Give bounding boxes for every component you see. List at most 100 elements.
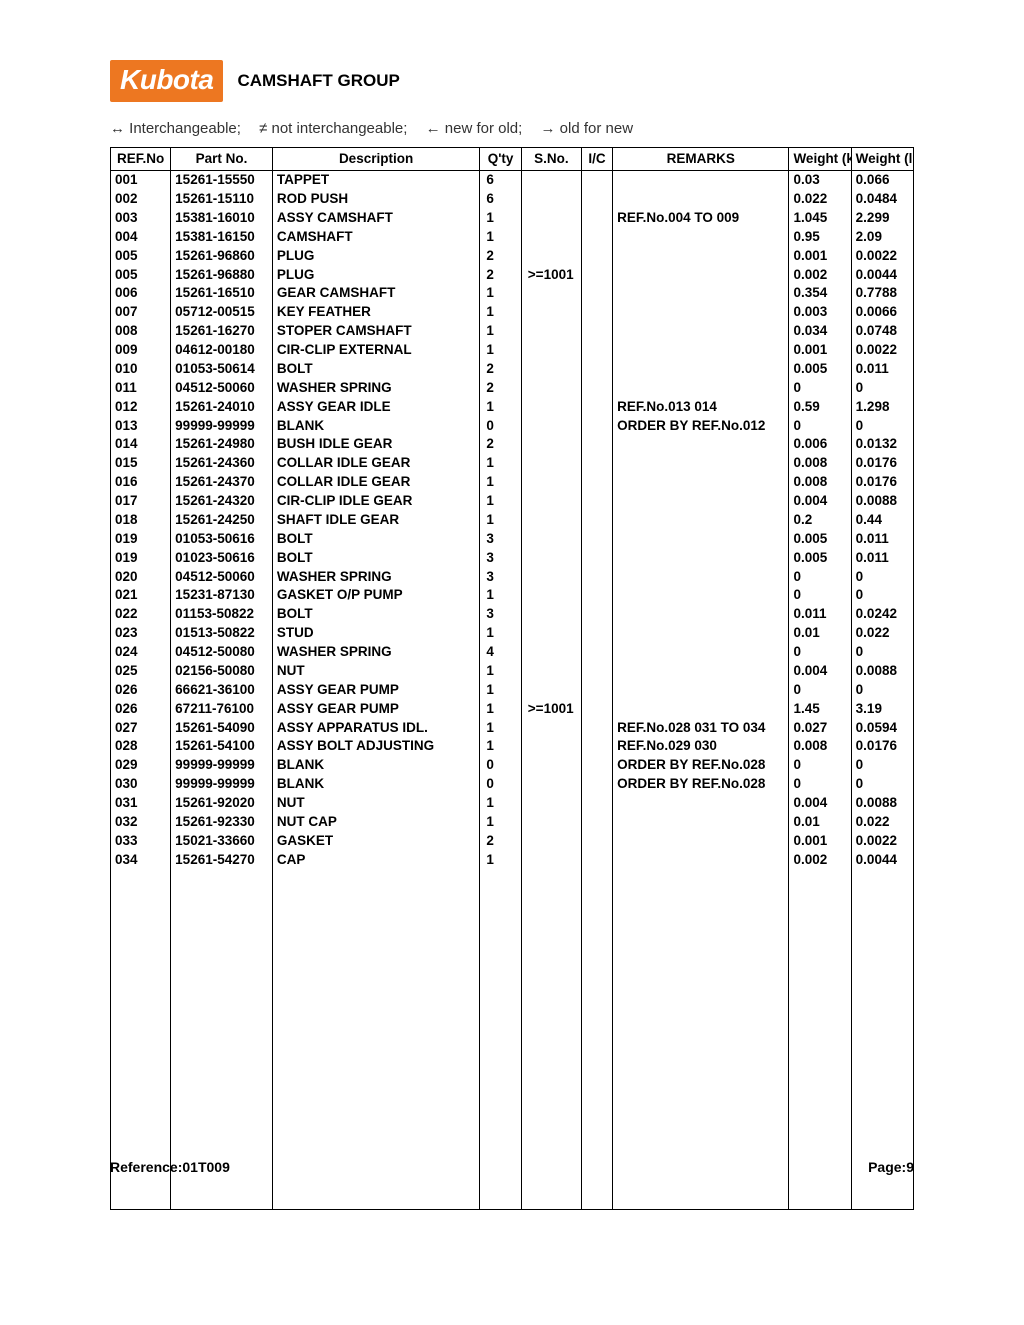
cell-ref: 002 (111, 190, 171, 209)
legend-interchangeable: ↔ Interchangeable; (110, 120, 241, 137)
cell-wlb: 0.0132 (851, 435, 913, 454)
table-row: 02999999-99999BLANK0ORDER BY REF.No.0280… (111, 756, 914, 775)
cell-ref: 006 (111, 284, 171, 303)
cell-wlb: 0.0176 (851, 473, 913, 492)
cell-wkg: 0.022 (789, 190, 851, 209)
table-row: 03415261-54270CAP10.0020.0044 (111, 851, 914, 870)
cell-sno (521, 322, 581, 341)
cell-qty: 1 (480, 794, 521, 813)
table-row: 01001053-50614BOLT20.0050.011 (111, 360, 914, 379)
table-row: 00904612-00180CIR-CLIP EXTERNAL10.0010.0… (111, 341, 914, 360)
cell-ic (581, 851, 612, 870)
cell-wlb: 0.011 (851, 530, 913, 549)
cell-ic (581, 605, 612, 624)
cell-remarks (613, 341, 789, 360)
cell-remarks: ORDER BY REF.No.028 (613, 756, 789, 775)
cell-desc: BOLT (272, 360, 479, 379)
cell-desc: CIR-CLIP IDLE GEAR (272, 492, 479, 511)
table-row: 01515261-24360COLLAR IDLE GEAR10.0080.01… (111, 454, 914, 473)
cell-wkg: 0.59 (789, 398, 851, 417)
cell-ref: 029 (111, 756, 171, 775)
cell-wlb: 0.066 (851, 171, 913, 190)
cell-part: 15231-87130 (171, 586, 273, 605)
cell-ic (581, 756, 612, 775)
cell-remarks (613, 700, 789, 719)
cell-part: 99999-99999 (171, 775, 273, 794)
cell-qty: 1 (480, 700, 521, 719)
cell-desc: ROD PUSH (272, 190, 479, 209)
cell-sno (521, 492, 581, 511)
cell-qty: 0 (480, 775, 521, 794)
cell-wkg: 1.045 (789, 209, 851, 228)
cell-ref: 019 (111, 549, 171, 568)
cell-part: 15261-54270 (171, 851, 273, 870)
cell-sno (521, 775, 581, 794)
cell-qty: 4 (480, 643, 521, 662)
cell-wlb: 0 (851, 756, 913, 775)
cell-remarks (613, 473, 789, 492)
reference-label: Reference: (110, 1159, 182, 1175)
cell-remarks (613, 813, 789, 832)
page-label: Page: (868, 1159, 906, 1175)
cell-part: 01513-50822 (171, 624, 273, 643)
cell-wlb: 0.0088 (851, 794, 913, 813)
cell-wkg: 0.001 (789, 341, 851, 360)
cell-remarks (613, 643, 789, 662)
footer: Reference:01T009 Page:9 (110, 1159, 914, 1175)
cell-part: 15261-24370 (171, 473, 273, 492)
cell-part: 99999-99999 (171, 756, 273, 775)
cell-wlb: 0.0176 (851, 737, 913, 756)
cell-wkg: 0.004 (789, 662, 851, 681)
cell-desc: SHAFT IDLE GEAR (272, 511, 479, 530)
cell-part: 05712-00515 (171, 303, 273, 322)
table-row: 03099999-99999BLANK0ORDER BY REF.No.0280… (111, 775, 914, 794)
cell-ic (581, 454, 612, 473)
cell-wkg: 0.005 (789, 360, 851, 379)
cell-qty: 3 (480, 605, 521, 624)
cell-ic (581, 398, 612, 417)
table-row: 01901023-50616BOLT30.0050.011 (111, 549, 914, 568)
cell-part: 66621-36100 (171, 681, 273, 700)
table-row: 02201153-50822BOLT30.0110.0242 (111, 605, 914, 624)
cell-qty: 1 (480, 209, 521, 228)
table-row: 02115231-87130GASKET O/P PUMP100 (111, 586, 914, 605)
table-row: 00615261-16510GEAR CAMSHAFT10.3540.7788 (111, 284, 914, 303)
cell-remarks (613, 228, 789, 247)
cell-sno (521, 303, 581, 322)
cell-wlb: 0.0022 (851, 832, 913, 851)
cell-part: 15381-16150 (171, 228, 273, 247)
cell-wlb: 0.022 (851, 624, 913, 643)
cell-ic (581, 171, 612, 190)
cell-remarks (613, 624, 789, 643)
cell-part: 15261-24250 (171, 511, 273, 530)
cell-part: 15261-15110 (171, 190, 273, 209)
table-row: 03315021-33660GASKET20.0010.0022 (111, 832, 914, 851)
cell-ref: 001 (111, 171, 171, 190)
cell-part: 15261-54100 (171, 737, 273, 756)
cell-remarks (613, 586, 789, 605)
cell-qty: 1 (480, 473, 521, 492)
cell-wlb: 0.0242 (851, 605, 913, 624)
cell-remarks (613, 379, 789, 398)
table-row: 00515261-96880PLUG2>=10010.0020.0044 (111, 266, 914, 285)
cell-qty: 3 (480, 549, 521, 568)
cell-part: 15261-54090 (171, 719, 273, 738)
cell-qty: 1 (480, 624, 521, 643)
cell-sno (521, 737, 581, 756)
cell-wlb: 0.0484 (851, 190, 913, 209)
footer-reference: Reference:01T009 (110, 1159, 230, 1175)
cell-ref: 004 (111, 228, 171, 247)
cell-ref: 005 (111, 266, 171, 285)
cell-desc: COLLAR IDLE GEAR (272, 454, 479, 473)
cell-remarks (613, 794, 789, 813)
cell-desc: BLANK (272, 417, 479, 436)
table-header-row: REF.No Part No. Description Q'ty S.No. I… (111, 148, 914, 171)
cell-remarks: REF.No.013 014 (613, 398, 789, 417)
cell-ref: 020 (111, 568, 171, 587)
table-row: 01901053-50616BOLT30.0050.011 (111, 530, 914, 549)
cell-wkg: 0.008 (789, 454, 851, 473)
cell-remarks (613, 190, 789, 209)
cell-sno (521, 511, 581, 530)
cell-qty: 6 (480, 171, 521, 190)
cell-wkg: 0.004 (789, 492, 851, 511)
